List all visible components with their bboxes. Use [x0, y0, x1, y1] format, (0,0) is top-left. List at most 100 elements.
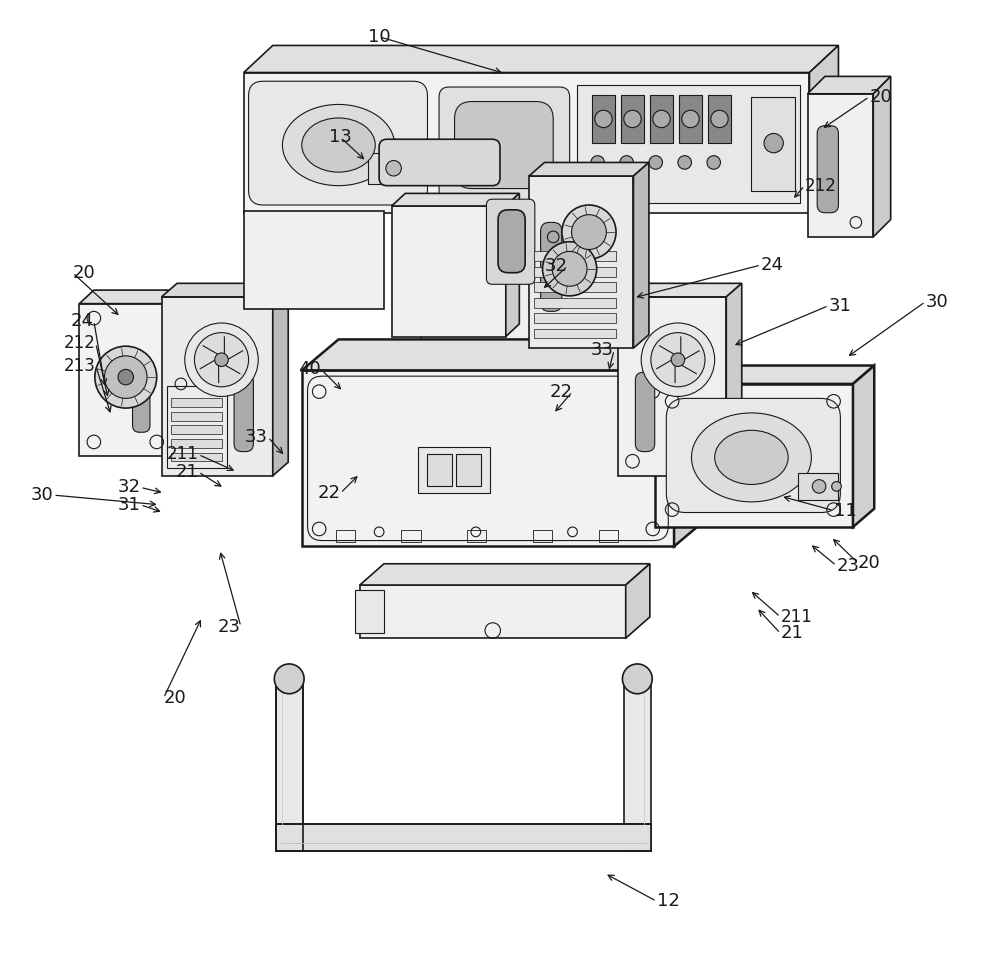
- Bar: [534, 329, 616, 338]
- Ellipse shape: [194, 333, 249, 387]
- Bar: [592, 95, 615, 143]
- Text: 33: 33: [245, 428, 268, 446]
- Ellipse shape: [624, 672, 651, 691]
- Bar: [798, 473, 838, 500]
- Bar: [171, 425, 222, 434]
- Text: 31: 31: [117, 496, 140, 513]
- Ellipse shape: [185, 323, 258, 396]
- Polygon shape: [244, 73, 809, 213]
- Polygon shape: [273, 283, 288, 476]
- Bar: [467, 530, 486, 542]
- Bar: [171, 439, 222, 448]
- Polygon shape: [808, 76, 891, 94]
- Ellipse shape: [671, 353, 685, 366]
- Polygon shape: [360, 585, 626, 638]
- Bar: [577, 85, 800, 203]
- Bar: [336, 530, 355, 542]
- Ellipse shape: [302, 118, 375, 172]
- Text: 22: 22: [550, 383, 573, 400]
- Ellipse shape: [274, 664, 304, 693]
- Bar: [534, 251, 616, 261]
- Text: 20: 20: [869, 88, 892, 105]
- Ellipse shape: [572, 215, 606, 249]
- Polygon shape: [808, 94, 873, 237]
- Text: 211: 211: [166, 446, 198, 463]
- Polygon shape: [626, 564, 650, 638]
- Ellipse shape: [715, 430, 788, 484]
- Ellipse shape: [691, 413, 811, 502]
- Ellipse shape: [95, 346, 157, 408]
- Text: 11: 11: [834, 502, 856, 519]
- Bar: [533, 530, 552, 542]
- FancyBboxPatch shape: [234, 374, 253, 452]
- FancyBboxPatch shape: [249, 81, 427, 205]
- Bar: [456, 454, 481, 486]
- Bar: [534, 282, 616, 292]
- Text: 12: 12: [657, 893, 680, 910]
- Polygon shape: [853, 366, 874, 527]
- Polygon shape: [618, 297, 726, 476]
- Polygon shape: [674, 339, 711, 546]
- Polygon shape: [618, 283, 742, 297]
- Ellipse shape: [543, 242, 597, 296]
- Polygon shape: [360, 564, 650, 585]
- Polygon shape: [79, 304, 171, 456]
- Polygon shape: [276, 682, 303, 851]
- Text: 30: 30: [30, 486, 53, 504]
- Text: 21: 21: [780, 625, 803, 642]
- Polygon shape: [655, 366, 874, 384]
- Ellipse shape: [678, 156, 691, 169]
- Polygon shape: [244, 45, 838, 73]
- Text: 24: 24: [71, 312, 94, 330]
- Ellipse shape: [649, 156, 662, 169]
- Text: 213: 213: [64, 357, 96, 374]
- Polygon shape: [633, 162, 649, 348]
- Bar: [621, 95, 644, 143]
- Text: 21: 21: [175, 463, 198, 481]
- Polygon shape: [655, 384, 853, 527]
- Text: 10: 10: [368, 28, 390, 45]
- Ellipse shape: [707, 156, 720, 169]
- FancyBboxPatch shape: [541, 222, 562, 311]
- Bar: [679, 95, 702, 143]
- Polygon shape: [302, 339, 711, 370]
- Polygon shape: [392, 193, 519, 206]
- Bar: [418, 447, 490, 493]
- Polygon shape: [421, 215, 548, 227]
- FancyBboxPatch shape: [455, 102, 553, 189]
- Text: 23: 23: [218, 618, 241, 635]
- Polygon shape: [392, 206, 506, 337]
- Ellipse shape: [118, 369, 134, 385]
- Bar: [534, 298, 616, 308]
- Ellipse shape: [641, 323, 715, 396]
- Ellipse shape: [215, 353, 228, 366]
- Ellipse shape: [620, 156, 633, 169]
- Bar: [708, 95, 731, 143]
- Text: 32: 32: [545, 257, 568, 275]
- Ellipse shape: [832, 482, 841, 491]
- FancyBboxPatch shape: [133, 360, 150, 432]
- Bar: [171, 412, 222, 421]
- Ellipse shape: [624, 110, 641, 128]
- FancyBboxPatch shape: [498, 210, 525, 273]
- Text: 40: 40: [298, 361, 321, 378]
- FancyBboxPatch shape: [635, 372, 655, 452]
- Polygon shape: [162, 283, 288, 297]
- Bar: [534, 313, 616, 323]
- Text: 33: 33: [591, 341, 614, 359]
- Text: 20: 20: [73, 264, 95, 281]
- Text: 31: 31: [829, 297, 852, 314]
- Text: 22: 22: [317, 484, 340, 502]
- Ellipse shape: [104, 356, 147, 398]
- FancyBboxPatch shape: [817, 126, 838, 213]
- Polygon shape: [302, 370, 674, 546]
- Bar: [427, 454, 452, 486]
- Text: 20: 20: [163, 689, 186, 707]
- Ellipse shape: [282, 104, 395, 186]
- Text: 30: 30: [925, 293, 948, 310]
- Bar: [599, 530, 618, 542]
- Polygon shape: [873, 76, 891, 237]
- Bar: [401, 530, 421, 542]
- FancyBboxPatch shape: [486, 199, 535, 284]
- Text: 24: 24: [761, 256, 784, 274]
